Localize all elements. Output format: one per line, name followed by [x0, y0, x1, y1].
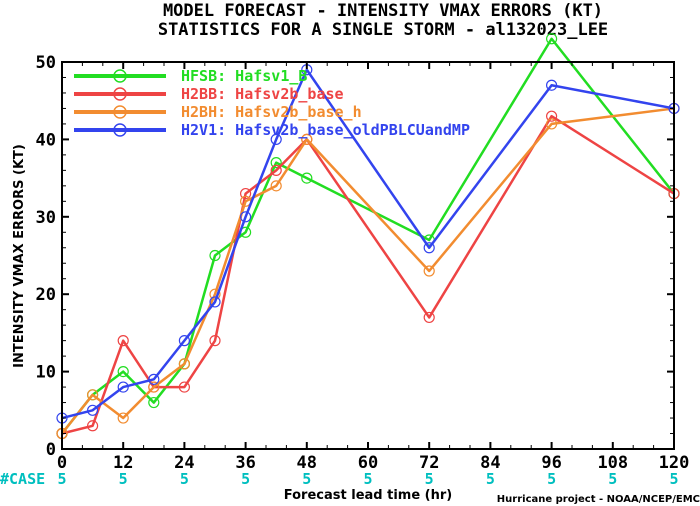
- series-3-point: [270, 133, 282, 145]
- series-3-point: [117, 381, 129, 393]
- series-line-1: [61, 114, 675, 435]
- legend-marker: [113, 105, 127, 119]
- chart-title: MODEL FORECAST - INTENSITY VMAX ERRORS (…: [163, 1, 603, 21]
- legend-label: H2BH: Hafsv2b_base_h: [181, 103, 362, 121]
- x-tick-label: 48: [297, 453, 317, 473]
- chart-subtitle: STATISTICS FOR A SINGLE STORM - al132023…: [158, 20, 608, 40]
- series-2-point: [270, 180, 282, 192]
- series-line-2: [61, 107, 675, 435]
- x-tick-label: 120: [659, 453, 690, 473]
- case-count: 5: [363, 470, 372, 488]
- series-3-point: [545, 79, 558, 91]
- y-axis-label: INTENSITY VMAX ERRORS (KT): [12, 144, 27, 368]
- series-line-3: [61, 68, 675, 420]
- y-tick-label: 30: [36, 208, 56, 228]
- axes: 0 10 20 30 40 50 0 12 24 36 48 60 72 84 96 108 120: [36, 53, 690, 473]
- x-tick-label: 84: [480, 453, 500, 473]
- y-tick-label: 10: [36, 363, 56, 383]
- series-3-point: [423, 242, 435, 254]
- series-2-point: [545, 118, 558, 130]
- series-0-point: [209, 249, 221, 262]
- x-tick-label: 60: [358, 453, 378, 473]
- case-count: 5: [425, 470, 434, 488]
- series-1-point: [117, 335, 129, 347]
- series-0-point: [148, 396, 160, 409]
- series-0-point: [270, 157, 282, 169]
- x-tick-label: 36: [235, 453, 255, 473]
- series-0-point: [301, 172, 313, 184]
- series-0-point: [117, 366, 129, 378]
- case-counts: 5 5 5 5 5 5 5 5 5 5 5: [57, 470, 678, 488]
- series-group: [56, 33, 680, 440]
- series-2-point: [301, 133, 313, 145]
- case-count: 5: [241, 470, 250, 488]
- series-1-point: [545, 110, 558, 122]
- series-3-point: [86, 404, 99, 416]
- series-1-point: [270, 164, 282, 176]
- case-count: 5: [180, 470, 189, 488]
- legend-label: H2V1: Hafsv2b_base_oldPBLCUandMP: [181, 121, 470, 139]
- case-count: 5: [547, 470, 556, 488]
- series-3-point: [178, 335, 190, 347]
- legend-label: H2BB: Hafsv2b_base: [181, 85, 344, 103]
- case-count: 5: [669, 470, 678, 488]
- series-1-point: [178, 381, 190, 393]
- series-1-point: [209, 335, 221, 347]
- series-2-point: [148, 381, 160, 393]
- case-count: 5: [608, 470, 617, 488]
- x-tick-label: 24: [174, 453, 194, 473]
- case-count: 5: [57, 470, 66, 488]
- series-1-point: [86, 420, 99, 432]
- series-2-point: [178, 358, 190, 370]
- legend-label: HFSB: Hafsv1_B: [181, 67, 307, 85]
- legend-marker: [113, 69, 127, 83]
- credit-text: Hurricane project - NOAA/NCEP/EMC: [497, 494, 700, 505]
- case-count: 5: [302, 470, 311, 488]
- series-3-point: [240, 211, 252, 223]
- legend-marker: [113, 123, 127, 137]
- series-2-point: [423, 265, 435, 277]
- x-tick-label: 108: [597, 453, 628, 473]
- x-tick-label: 12: [113, 453, 133, 473]
- y-tick-label: 50: [36, 53, 56, 73]
- series-3-point: [209, 296, 221, 308]
- x-axis-label: Forecast lead time (hr): [284, 488, 452, 503]
- case-count: 5: [486, 470, 495, 488]
- series-3-point: [148, 373, 160, 385]
- series-2-point: [117, 412, 129, 424]
- series-0-point: [545, 33, 558, 45]
- x-tick-label: 0: [57, 453, 67, 473]
- case-count: 5: [119, 470, 128, 488]
- x-tick-label: 96: [541, 453, 561, 473]
- series-1-point: [240, 187, 252, 200]
- y-tick-label: 40: [36, 130, 56, 150]
- y-tick-label: 0: [46, 440, 56, 460]
- y-tick-label: 20: [36, 285, 56, 305]
- x-tick-label: 72: [419, 453, 439, 473]
- series-1-point: [423, 311, 435, 324]
- series-2-point: [86, 389, 99, 401]
- case-label: #CASE: [0, 470, 45, 488]
- legend-marker: [113, 87, 127, 101]
